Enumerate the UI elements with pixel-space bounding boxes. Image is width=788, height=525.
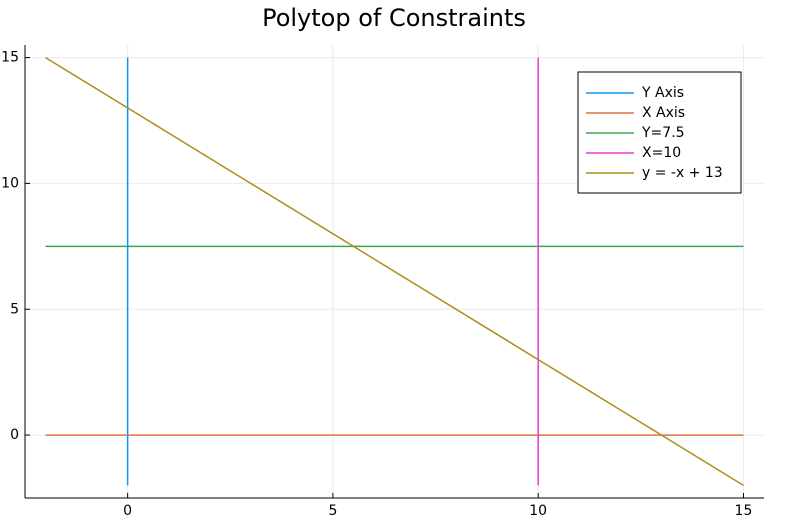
legend-label: Y Axis — [641, 85, 684, 101]
y-tick-label: 5 — [10, 301, 19, 317]
x-tick-label: 0 — [123, 503, 132, 519]
x-tick-label: 15 — [735, 503, 753, 519]
y-tick-label: 0 — [10, 427, 19, 443]
line — [45, 56, 744, 487]
legend-label: X Axis — [642, 105, 685, 121]
y-tick-label: 10 — [1, 175, 19, 191]
chart-title: Polytop of Constraints — [262, 4, 526, 32]
legend-label: y = -x + 13 — [642, 165, 723, 181]
legend-label: X=10 — [642, 145, 681, 161]
y-tick-label: 15 — [1, 50, 19, 66]
x-tick-label: 5 — [328, 503, 337, 519]
x-tick-label: 10 — [529, 503, 547, 519]
legend-label: Y=7.5 — [641, 125, 685, 141]
